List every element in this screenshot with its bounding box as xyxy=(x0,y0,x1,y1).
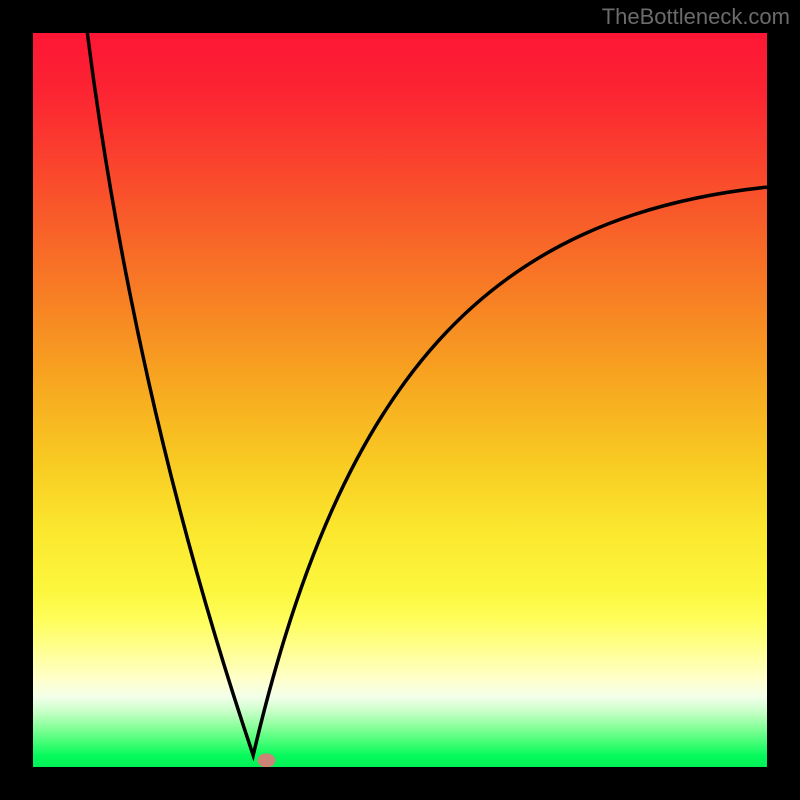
watermark: TheBottleneck.com xyxy=(602,4,790,30)
plot-svg xyxy=(33,33,767,767)
gradient-background xyxy=(33,33,767,767)
chart-container: TheBottleneck.com xyxy=(0,0,800,800)
min-marker xyxy=(257,753,275,767)
plot-area xyxy=(33,33,767,767)
